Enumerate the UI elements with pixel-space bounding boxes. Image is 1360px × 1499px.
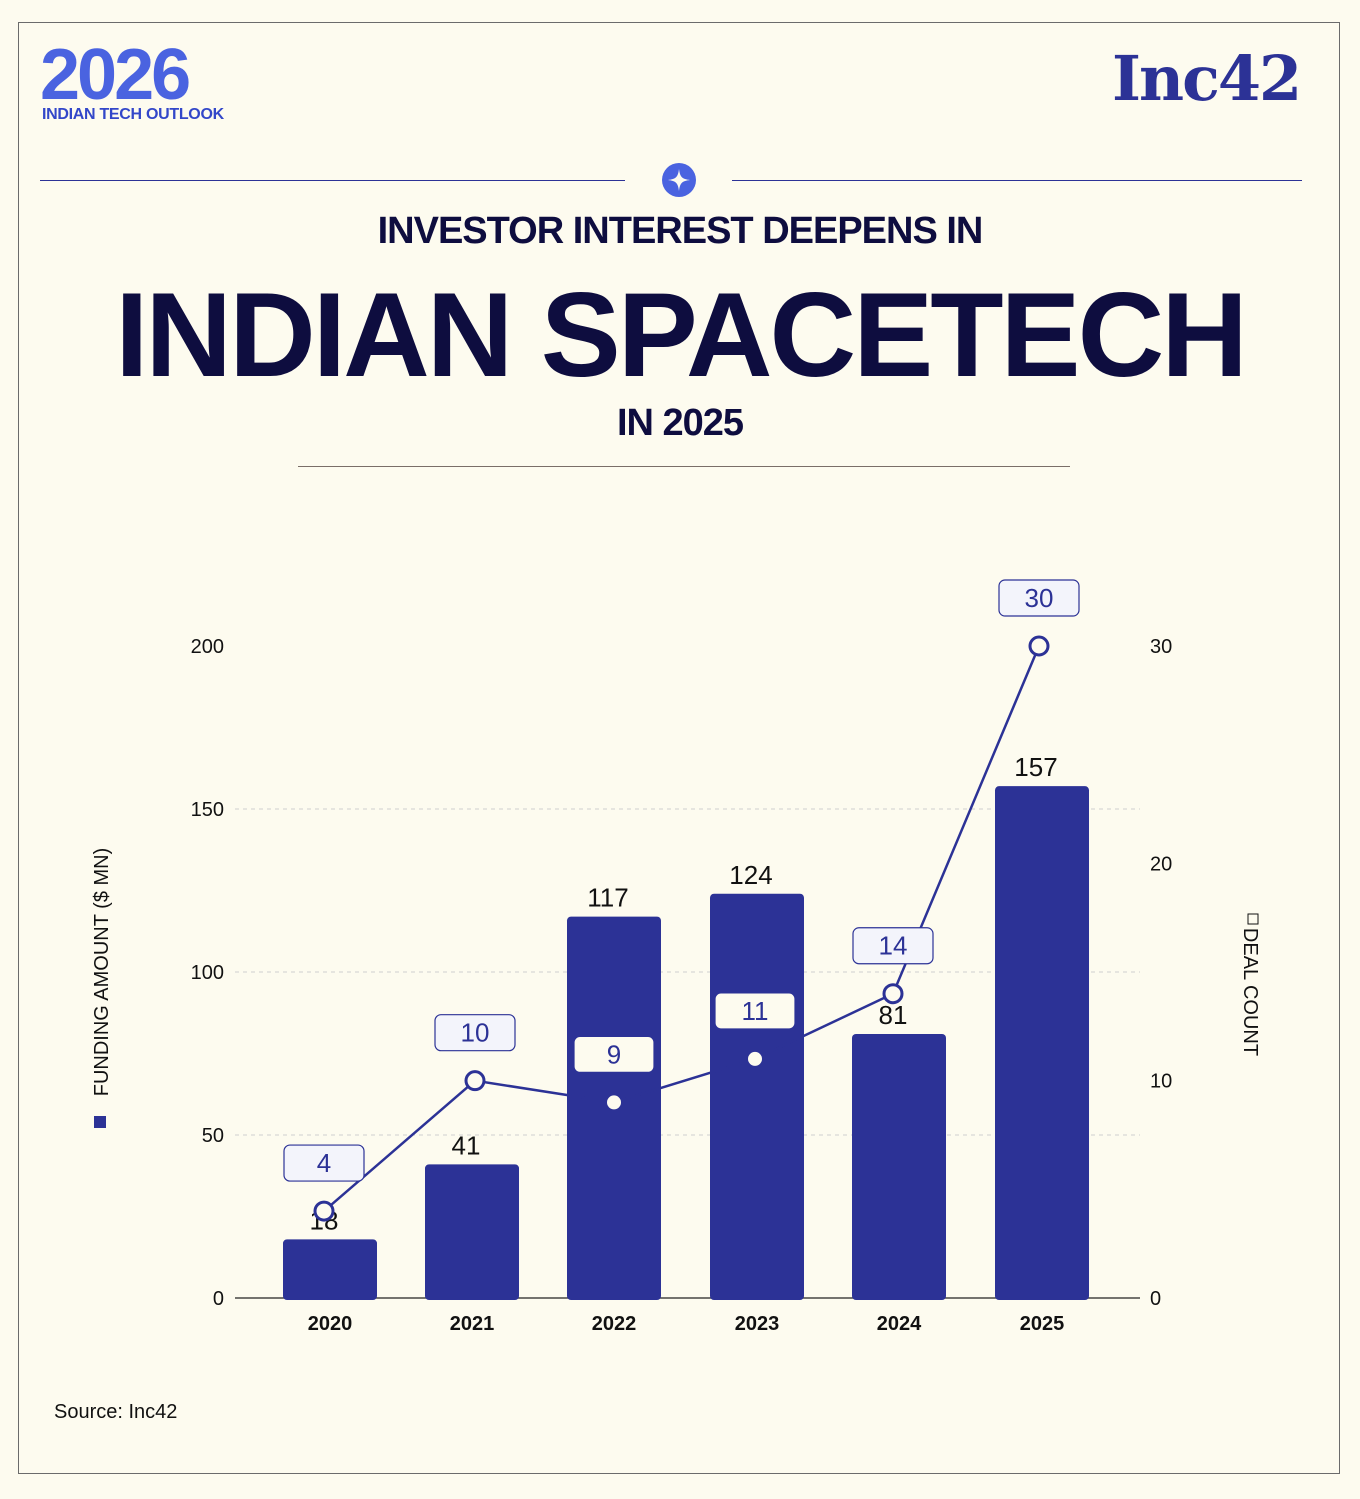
y-tick-label: 200 xyxy=(191,636,224,658)
x-tick-label: 2021 xyxy=(450,1313,495,1335)
bar-value-label: 157 xyxy=(1014,752,1057,782)
funding-chart: 0501001502000102030182020412021117202212… xyxy=(91,579,1261,1335)
deal-count-label-box xyxy=(714,992,796,1030)
y2-tick-label: 20 xyxy=(1150,853,1172,875)
x-tick-label: 2023 xyxy=(735,1313,780,1335)
bar-value-label: 124 xyxy=(729,860,772,890)
deal-count-label-box xyxy=(573,1035,655,1074)
bar-value-label: 41 xyxy=(452,1130,481,1160)
logo-2026: 2026 xyxy=(40,35,191,115)
deal-count-point xyxy=(1028,635,1050,657)
y2-axis-title: DEAL COUNT xyxy=(1239,928,1261,1056)
logo-subtitle: INDIAN TECH OUTLOOK xyxy=(42,106,224,123)
deal-count-label: 9 xyxy=(607,1039,621,1069)
bar xyxy=(995,786,1089,1300)
deal-count-point xyxy=(464,1070,486,1092)
deal-count-label-box xyxy=(434,1014,516,1052)
x-tick-label: 2024 xyxy=(877,1313,922,1335)
bar xyxy=(283,1239,377,1300)
y2-tick-label: 0 xyxy=(1150,1288,1161,1310)
deal-count-label-box xyxy=(283,1144,365,1182)
y-legend-swatch xyxy=(94,1116,106,1128)
y2-tick-label: 10 xyxy=(1150,1071,1172,1093)
y-tick-label: 50 xyxy=(202,1125,224,1147)
y-axis-title: FUNDING AMOUNT ($ MN) xyxy=(91,848,113,1097)
deal-count-point xyxy=(607,1095,621,1110)
deal-count-label: 4 xyxy=(317,1148,331,1178)
deal-count-point xyxy=(882,983,904,1005)
deal-count-label-box xyxy=(852,927,934,965)
deal-count-point xyxy=(313,1200,335,1222)
x-tick-label: 2025 xyxy=(1020,1313,1065,1335)
brand-logo: Inc42 xyxy=(1112,42,1302,115)
bar-value-label: 81 xyxy=(879,1000,908,1030)
bar xyxy=(852,1033,946,1300)
deal-count-label-box xyxy=(998,579,1080,617)
source-note: Source: Inc42 xyxy=(54,1401,178,1423)
deal-count-label: 30 xyxy=(1025,583,1054,613)
deal-count-label: 14 xyxy=(879,931,908,961)
top-rule-right xyxy=(732,180,1302,181)
title-underline xyxy=(298,466,1070,467)
bar xyxy=(710,893,804,1300)
top-rule-left xyxy=(40,180,625,181)
bar-value-label: 117 xyxy=(587,883,628,913)
x-tick-label: 2020 xyxy=(308,1313,353,1335)
y2-tick-label: 30 xyxy=(1150,636,1172,658)
title-line-1: INVESTOR INTEREST DEEPENS IN xyxy=(377,210,984,252)
y-tick-label: 150 xyxy=(191,799,224,821)
y2-legend-swatch xyxy=(1247,913,1259,925)
title-line-3: IN 2025 xyxy=(616,402,744,444)
title-line-2: INDIAN SPACETECH xyxy=(115,268,1248,402)
star-icon xyxy=(662,163,696,197)
x-tick-label: 2022 xyxy=(592,1313,637,1335)
y-tick-label: 0 xyxy=(213,1288,224,1310)
frame-border xyxy=(18,22,1340,1474)
bar xyxy=(425,1164,519,1300)
deal-count-label: 11 xyxy=(742,996,769,1026)
deal-count-label: 10 xyxy=(461,1018,490,1048)
y-tick-label: 100 xyxy=(191,962,224,984)
deal-count-point xyxy=(748,1051,762,1066)
